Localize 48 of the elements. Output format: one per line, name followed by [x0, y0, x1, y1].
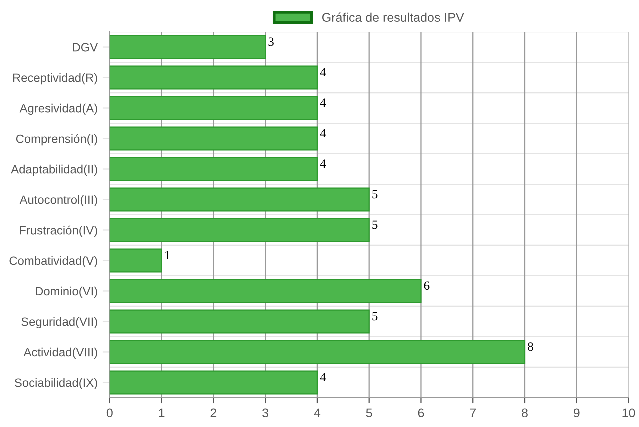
bar: [110, 96, 318, 120]
data-label: 6: [424, 282, 430, 290]
x-tick-label: 6: [418, 408, 424, 418]
y-tick-label: Comprensión(I): [16, 134, 98, 146]
data-label: 5: [372, 220, 378, 230]
x-tick-label: 1: [159, 408, 165, 418]
x-tick-label: 3: [262, 408, 268, 418]
data-label: 4: [320, 98, 326, 108]
x-tick-label: 7: [470, 408, 476, 418]
bar: [110, 310, 370, 334]
data-label: 5: [372, 190, 378, 199]
bar: [110, 188, 370, 212]
x-tick-label: 2: [210, 408, 217, 418]
legend-label: Gráfica de resultados IPV: [322, 12, 464, 22]
data-label: 4: [320, 160, 326, 168]
data-label: 3: [268, 38, 274, 46]
bar: [110, 157, 318, 182]
bar: [110, 126, 318, 151]
y-tick-label: Seguridad(VII): [22, 317, 98, 329]
data-label: 1: [165, 251, 170, 260]
y-tick-label: Sociabilidad(IX): [14, 378, 98, 390]
y-tick-label: Combatividad(V): [10, 256, 98, 268]
y-tick-label: Receptividad(R): [13, 73, 98, 85]
x-tick-label: 4: [314, 408, 321, 418]
data-label: 4: [320, 68, 326, 77]
bar: [110, 279, 422, 304]
y-tick-label: Agresividad(A): [20, 104, 98, 116]
x-tick-label: 5: [366, 408, 372, 418]
x-tick-label: 9: [574, 408, 580, 418]
data-label: 5: [372, 312, 378, 321]
bar: [110, 340, 526, 364]
x-tick-label: 0: [106, 408, 113, 418]
bar: [110, 248, 162, 273]
y-tick-label: Dominio(VI): [36, 286, 98, 298]
x-tick-label: 10: [622, 408, 636, 418]
y-tick-label: Adaptabilidad(II): [11, 164, 98, 176]
bar: [110, 370, 318, 395]
data-label: 4: [320, 373, 326, 382]
bar: [110, 66, 318, 90]
data-label: 8: [528, 342, 534, 352]
y-tick-label: Autocontrol(III): [20, 195, 98, 207]
bar: [110, 218, 370, 242]
y-tick-label: DGV: [73, 43, 98, 52]
bar: [110, 35, 266, 60]
data-label: 4: [320, 129, 326, 138]
x-tick-label: 8: [522, 408, 528, 418]
y-tick-label: Actividad(VIII): [24, 348, 98, 360]
y-tick-label: Frustración(IV): [20, 226, 98, 238]
